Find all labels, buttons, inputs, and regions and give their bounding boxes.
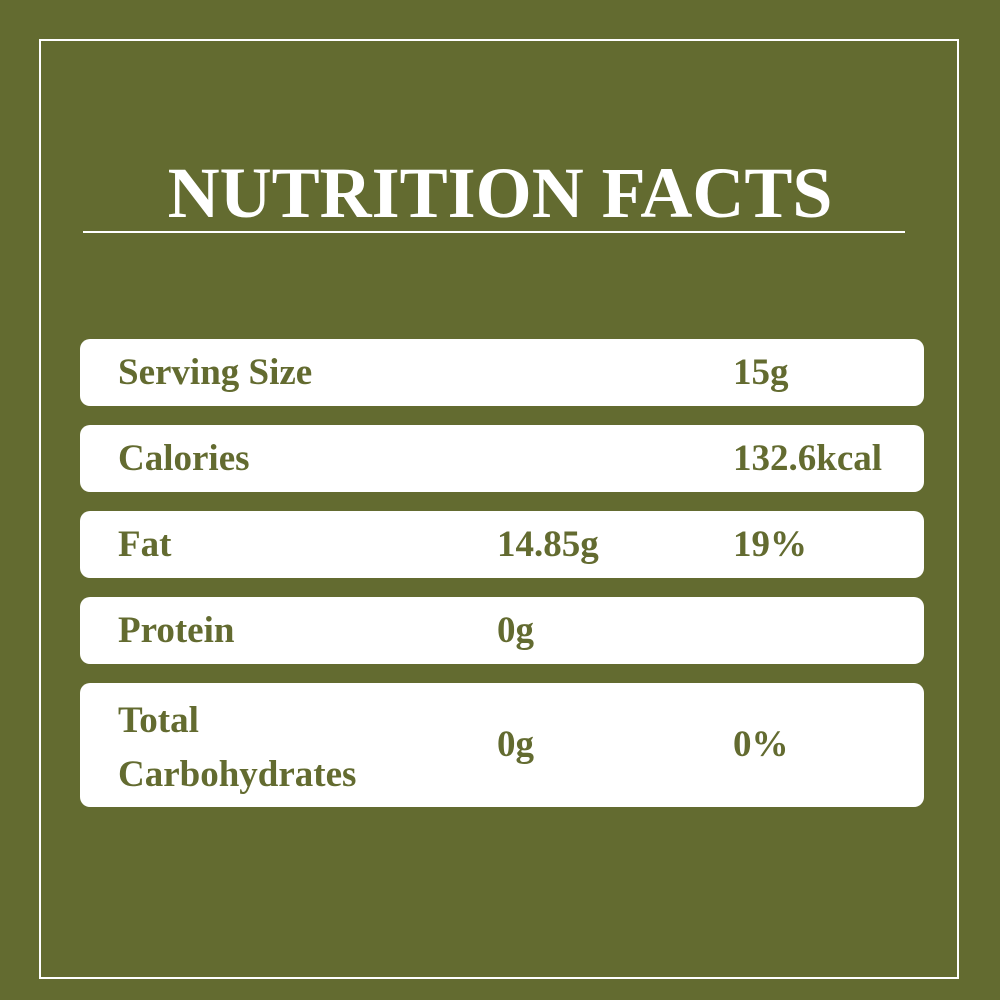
row-label: Total [118,700,199,741]
row-calories: Calories 132.6kcal [80,425,924,492]
row-label: Protein [118,609,235,651]
row-label-line2: Carbohydrates [118,754,357,795]
row-amount: 0g [497,724,534,765]
border-frame [39,39,959,979]
row-amount: 14.85g [497,523,599,565]
row-value: 15g [733,351,789,393]
row-value: 132.6kcal [733,437,883,479]
row-total-carbohydrates: Total Carbohydrates 0g 0% [80,683,924,807]
page-title: NUTRITION FACTS [167,153,833,233]
row-value: 0% [733,724,789,765]
row-amount: 0g [497,609,534,651]
row-label: Fat [118,523,172,565]
row-value: 19% [733,523,807,565]
row-label: Calories [118,437,250,479]
row-label: Serving Size [118,351,313,393]
row-serving-size: Serving Size 15g [80,339,924,406]
title-underline [83,231,905,233]
row-fat: Fat 14.85g 19% [80,511,924,578]
row-protein: Protein 0g [80,597,924,664]
